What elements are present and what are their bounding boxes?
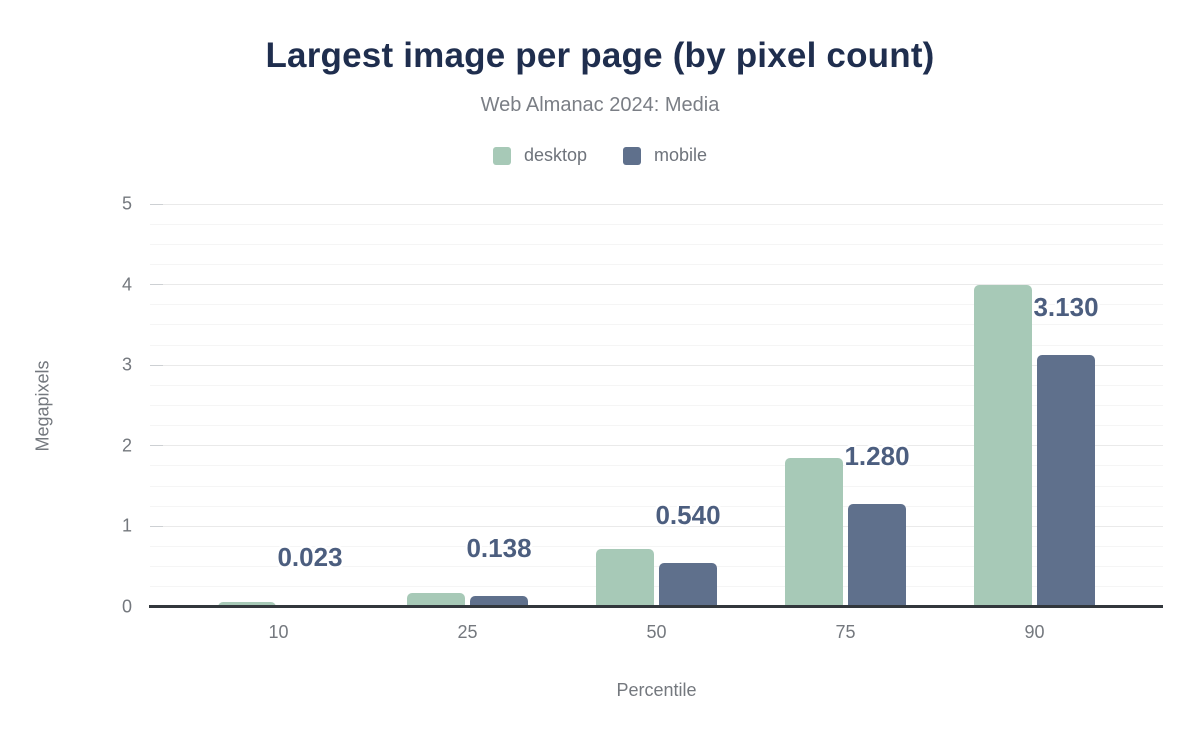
gridline-major (150, 284, 1163, 286)
gridline-minor (150, 324, 1163, 326)
bar-value-label: 0.540 (655, 500, 721, 531)
x-tick-label: 25 (457, 622, 478, 642)
gridline-major (150, 203, 1163, 205)
bar-desktop-p50 (596, 548, 654, 607)
plot-area: 0.023 10 0.138 25 0.540 50 1.280 75 3.130 90 (149, 203, 1163, 642)
bar-value-label: 3.130 (1033, 291, 1099, 322)
gridline-minor (150, 546, 1163, 548)
bar-mobile-p75 (848, 503, 906, 607)
bar-desktop-p75 (785, 457, 843, 607)
bar-mobile-p50 (659, 563, 717, 607)
y-tick-label: 0 (121, 596, 132, 617)
gridline-minor (150, 223, 1163, 225)
gridline-minor (150, 425, 1163, 427)
bar-mobile-p25 (470, 595, 528, 607)
gridline-minor (150, 465, 1163, 467)
gridline-major (150, 364, 1163, 366)
gridline-minor (150, 304, 1163, 306)
legend-swatch-mobile (623, 146, 641, 165)
x-tick-label: 90 (1024, 622, 1045, 642)
gridline-minor (150, 243, 1163, 245)
legend: desktop mobile (0, 145, 1200, 166)
gridline-minor (150, 505, 1163, 507)
bar-value-label: 0.023 (277, 542, 343, 573)
y-tick-label: 2 (121, 435, 132, 456)
x-tick-label: 10 (268, 622, 289, 642)
gridline-minor (150, 384, 1163, 386)
gridline-major (150, 525, 1163, 527)
bar-value-label: 0.138 (466, 532, 532, 563)
y-tick-mark (150, 203, 163, 205)
y-tick-mark (150, 445, 163, 447)
gridline-minor (150, 263, 1163, 265)
gridline-minor (150, 566, 1163, 568)
bar-desktop-p10 (218, 602, 276, 607)
y-tick-mark (150, 284, 163, 286)
y-axis-title: Megapixels (32, 360, 53, 452)
bar-mobile-p90 (1037, 354, 1095, 607)
x-tick-label: 50 (646, 622, 667, 642)
legend-item-mobile: mobile (623, 145, 707, 166)
x-axis-title: Percentile (616, 680, 697, 700)
gridline-minor (150, 405, 1163, 406)
legend-label: desktop (523, 145, 587, 165)
gridline-minor (150, 586, 1163, 588)
gridline-minor (150, 344, 1163, 346)
y-tick-label: 5 (121, 193, 132, 214)
y-tick-label: 1 (121, 515, 132, 536)
gridline-major (150, 445, 1163, 447)
bar-desktop-p25 (407, 592, 465, 607)
x-tick-label: 75 (835, 622, 856, 642)
y-tick-label: 4 (121, 274, 132, 295)
y-tick-label: 3 (121, 354, 132, 375)
bar-desktop-p90 (974, 284, 1032, 607)
bar-value-label: 1.280 (844, 440, 910, 471)
y-tick-mark (150, 364, 163, 366)
legend-item-desktop: desktop (492, 145, 587, 166)
gridline-minor (150, 485, 1163, 487)
chart-subtitle: Web Almanac 2024: Media (480, 94, 720, 116)
x-axis-baseline (149, 605, 1163, 608)
chart-title: Largest image per page (by pixel count) (265, 36, 935, 75)
legend-label: mobile (654, 145, 708, 165)
y-tick-mark (150, 525, 163, 527)
legend-swatch-desktop (492, 146, 511, 165)
